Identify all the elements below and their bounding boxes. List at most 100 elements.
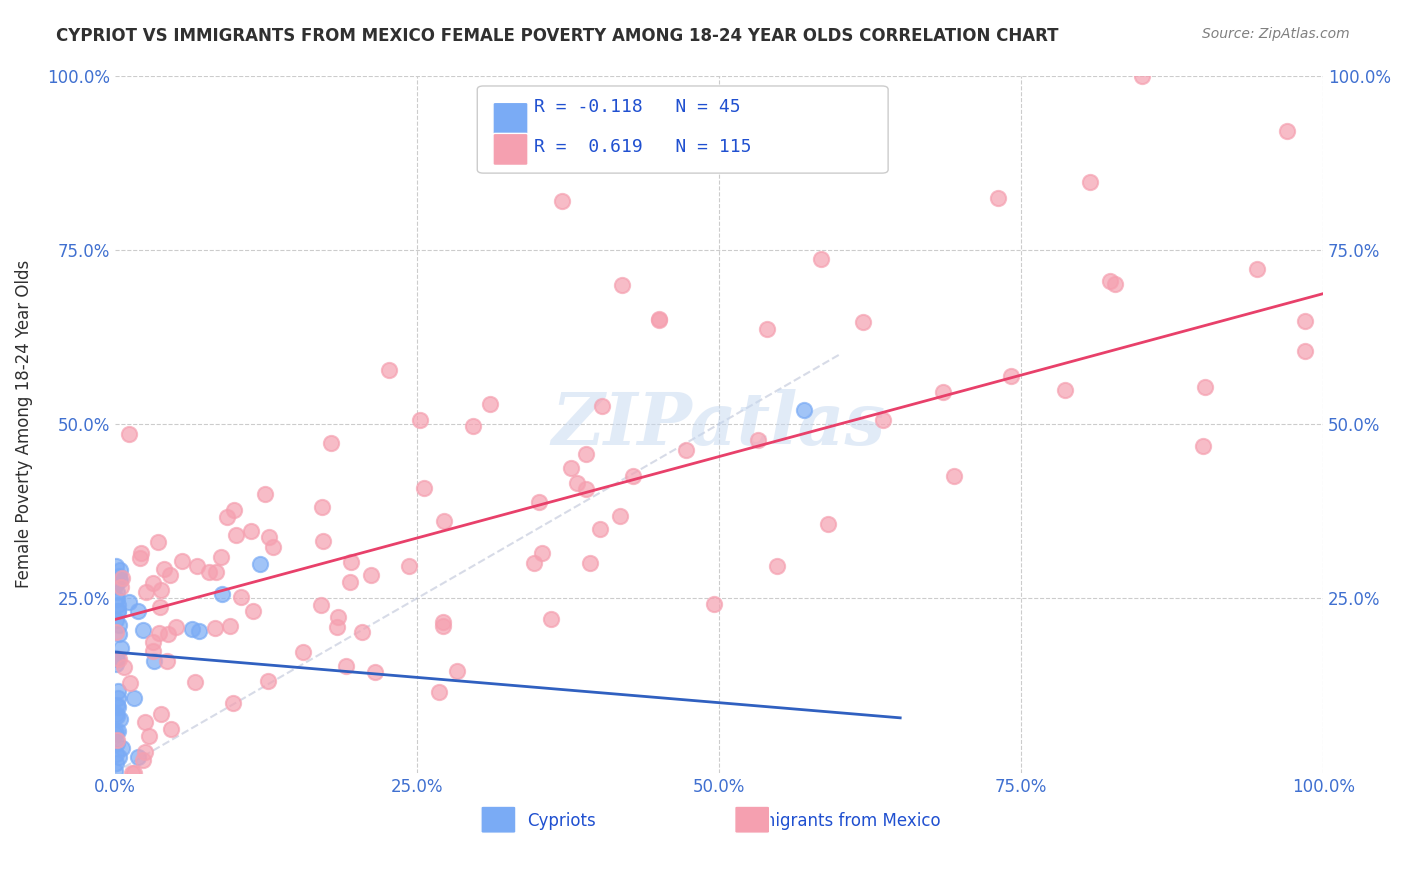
Point [810, 252, 832, 267]
Point [108, 750, 131, 764]
Point [1275, 124, 1298, 138]
Point [156, 654, 179, 668]
Point [340, 555, 363, 569]
Point [105, 698, 128, 712]
Point [114, 660, 136, 674]
Point [107, 700, 129, 714]
Point [326, 619, 349, 633]
Text: CYPRIOT VS IMMIGRANTS FROM MEXICO FEMALE POVERTY AMONG 18-24 YEAR OLDS CORRELATI: CYPRIOT VS IMMIGRANTS FROM MEXICO FEMALE… [56, 27, 1059, 45]
Point [107, 598, 129, 612]
Point [747, 433, 769, 447]
Point [1246, 262, 1268, 277]
Point [132, 623, 155, 637]
Point [222, 503, 245, 517]
Point [609, 508, 631, 523]
Point [560, 461, 582, 475]
Point [527, 495, 550, 509]
Point [149, 599, 172, 614]
Point [104, 727, 127, 741]
Point [364, 665, 387, 679]
Point [108, 651, 131, 665]
Point [134, 714, 156, 729]
Point [211, 587, 233, 601]
Point [309, 598, 332, 612]
Point [110, 580, 132, 594]
Point [122, 765, 145, 780]
Point [105, 736, 128, 750]
Point [446, 665, 468, 679]
Point [215, 509, 238, 524]
Point [104, 651, 127, 665]
Point [339, 575, 361, 590]
Point [852, 315, 875, 329]
Point [170, 554, 193, 568]
Point [291, 644, 314, 658]
Point [932, 385, 955, 400]
Point [647, 312, 669, 326]
Point [107, 604, 129, 618]
Point [1000, 368, 1022, 383]
Point [108, 573, 131, 587]
Y-axis label: Female Poverty Among 18-24 Year Olds: Female Poverty Among 18-24 Year Olds [15, 260, 32, 588]
Point [575, 447, 598, 461]
Point [612, 277, 634, 292]
Point [105, 613, 128, 627]
Point [121, 765, 143, 780]
FancyBboxPatch shape [481, 806, 516, 833]
Point [1194, 380, 1216, 394]
Point [198, 566, 221, 580]
Point [184, 675, 207, 690]
Point [942, 468, 965, 483]
Point [312, 533, 335, 548]
Point [118, 595, 141, 609]
Point [478, 396, 501, 410]
Point [104, 764, 127, 779]
Point [127, 750, 149, 764]
Point [181, 622, 204, 636]
Point [142, 576, 165, 591]
Point [591, 400, 613, 414]
Point [148, 626, 170, 640]
Point [427, 685, 450, 699]
FancyBboxPatch shape [494, 103, 529, 135]
Point [105, 592, 128, 607]
Point [378, 363, 401, 377]
Point [1294, 314, 1316, 328]
Point [107, 724, 129, 739]
Point [551, 194, 574, 208]
Point [107, 691, 129, 706]
Point [257, 530, 280, 544]
Point [793, 403, 815, 417]
Point [108, 617, 131, 632]
Point [432, 615, 454, 630]
Point [1130, 69, 1153, 83]
Point [105, 625, 128, 640]
Text: R =  0.619   N = 115: R = 0.619 N = 115 [534, 137, 752, 155]
Point [128, 551, 150, 566]
Point [461, 419, 484, 434]
Point [108, 563, 131, 577]
Point [105, 585, 128, 599]
Point [567, 476, 589, 491]
Point [108, 569, 131, 583]
Point [108, 627, 131, 641]
Point [107, 603, 129, 617]
Point [311, 500, 333, 514]
Point [575, 482, 598, 496]
Point [433, 514, 456, 528]
Point [321, 436, 343, 450]
Text: Immigrants from Mexico: Immigrants from Mexico [738, 813, 941, 830]
Point [1192, 439, 1215, 453]
Point [1294, 344, 1316, 359]
Point [262, 540, 284, 554]
Point [105, 575, 128, 590]
Point [398, 559, 420, 574]
Point [104, 578, 127, 592]
Point [531, 546, 554, 560]
Point [117, 427, 139, 442]
Point [242, 604, 264, 618]
Point [104, 657, 127, 671]
Point [326, 610, 349, 624]
Point [186, 558, 208, 573]
Point [432, 618, 454, 632]
